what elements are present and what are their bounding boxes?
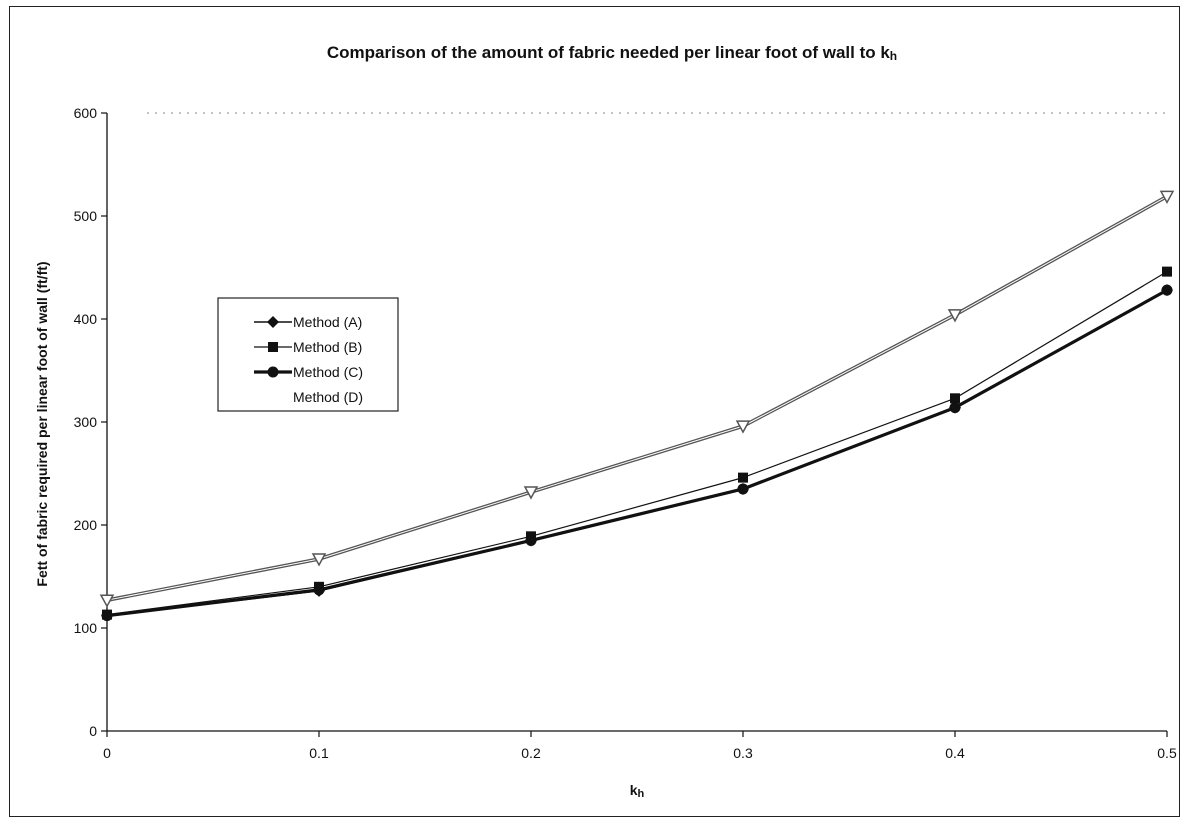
legend-box bbox=[217, 297, 399, 412]
method-d-point bbox=[735, 420, 751, 434]
method-c-point bbox=[737, 483, 749, 495]
method-c-point bbox=[949, 402, 961, 414]
method-b-point bbox=[1162, 266, 1172, 277]
y-tick-label: 400 bbox=[74, 311, 98, 327]
legend-label: Method (B) bbox=[293, 339, 362, 355]
legend: Method (A) Method (B) Method (C) Method (D) bbox=[217, 297, 399, 412]
legend-label: Method (A) bbox=[293, 314, 362, 330]
legend-method-b-point bbox=[268, 342, 278, 352]
y-tick-label: 0 bbox=[89, 723, 97, 739]
legend-label: Method (D) bbox=[293, 389, 363, 405]
x-tick-label: 0 bbox=[103, 745, 111, 761]
series-layer bbox=[99, 190, 1175, 622]
y-axis-label: Fett of fabric required per linear foot … bbox=[34, 261, 50, 586]
legend-method-c-point bbox=[267, 366, 279, 378]
x-axis-label: kh bbox=[630, 782, 645, 800]
series-method-d bbox=[99, 190, 1175, 608]
x-axis-ticks: 0 0.1 0.2 0.3 0.4 0.5 bbox=[103, 731, 1177, 761]
method-c-point bbox=[1161, 284, 1173, 296]
method-b-point bbox=[738, 472, 748, 483]
legend-item-method-d: Method (D) bbox=[293, 389, 363, 405]
series-line-method-b bbox=[106, 271, 1168, 616]
x-tick-label: 0.2 bbox=[521, 745, 541, 761]
x-tick-label: 0.1 bbox=[309, 745, 329, 761]
y-tick-label: 300 bbox=[74, 414, 98, 430]
method-c-point bbox=[313, 584, 325, 596]
axes bbox=[106, 113, 1167, 732]
legend-item-method-c: Method (C) bbox=[254, 364, 363, 380]
method-b-point bbox=[950, 393, 960, 404]
chart-title: Comparison of the amount of fabric neede… bbox=[327, 43, 897, 63]
legend-item-method-a: Method (A) bbox=[254, 314, 362, 330]
method-c-point bbox=[101, 610, 113, 622]
series-line-method-c bbox=[106, 288, 1168, 618]
method-d-point bbox=[1159, 190, 1175, 204]
x-tick-label: 0.4 bbox=[945, 745, 965, 761]
legend-item-method-b: Method (B) bbox=[254, 339, 362, 355]
x-tick-label: 0.3 bbox=[733, 745, 753, 761]
y-axis-ticks: 0 100 200 300 400 500 600 bbox=[74, 105, 107, 739]
chart-frame bbox=[9, 6, 1180, 817]
method-d-point bbox=[523, 486, 539, 500]
legend-method-a-point bbox=[267, 316, 279, 328]
y-tick-label: 500 bbox=[74, 208, 98, 224]
y-tick-label: 600 bbox=[74, 105, 98, 121]
legend-label: Method (C) bbox=[293, 364, 363, 380]
series-line-inner-method-d bbox=[106, 195, 1168, 601]
y-tick-label: 100 bbox=[74, 620, 98, 636]
x-tick-label: 0.5 bbox=[1157, 745, 1177, 761]
method-d-point bbox=[947, 309, 963, 323]
method-d-point bbox=[99, 594, 115, 608]
method-d-point bbox=[311, 553, 327, 567]
method-c-point bbox=[525, 534, 537, 546]
y-tick-label: 200 bbox=[74, 517, 98, 533]
series-method-c bbox=[101, 284, 1173, 622]
